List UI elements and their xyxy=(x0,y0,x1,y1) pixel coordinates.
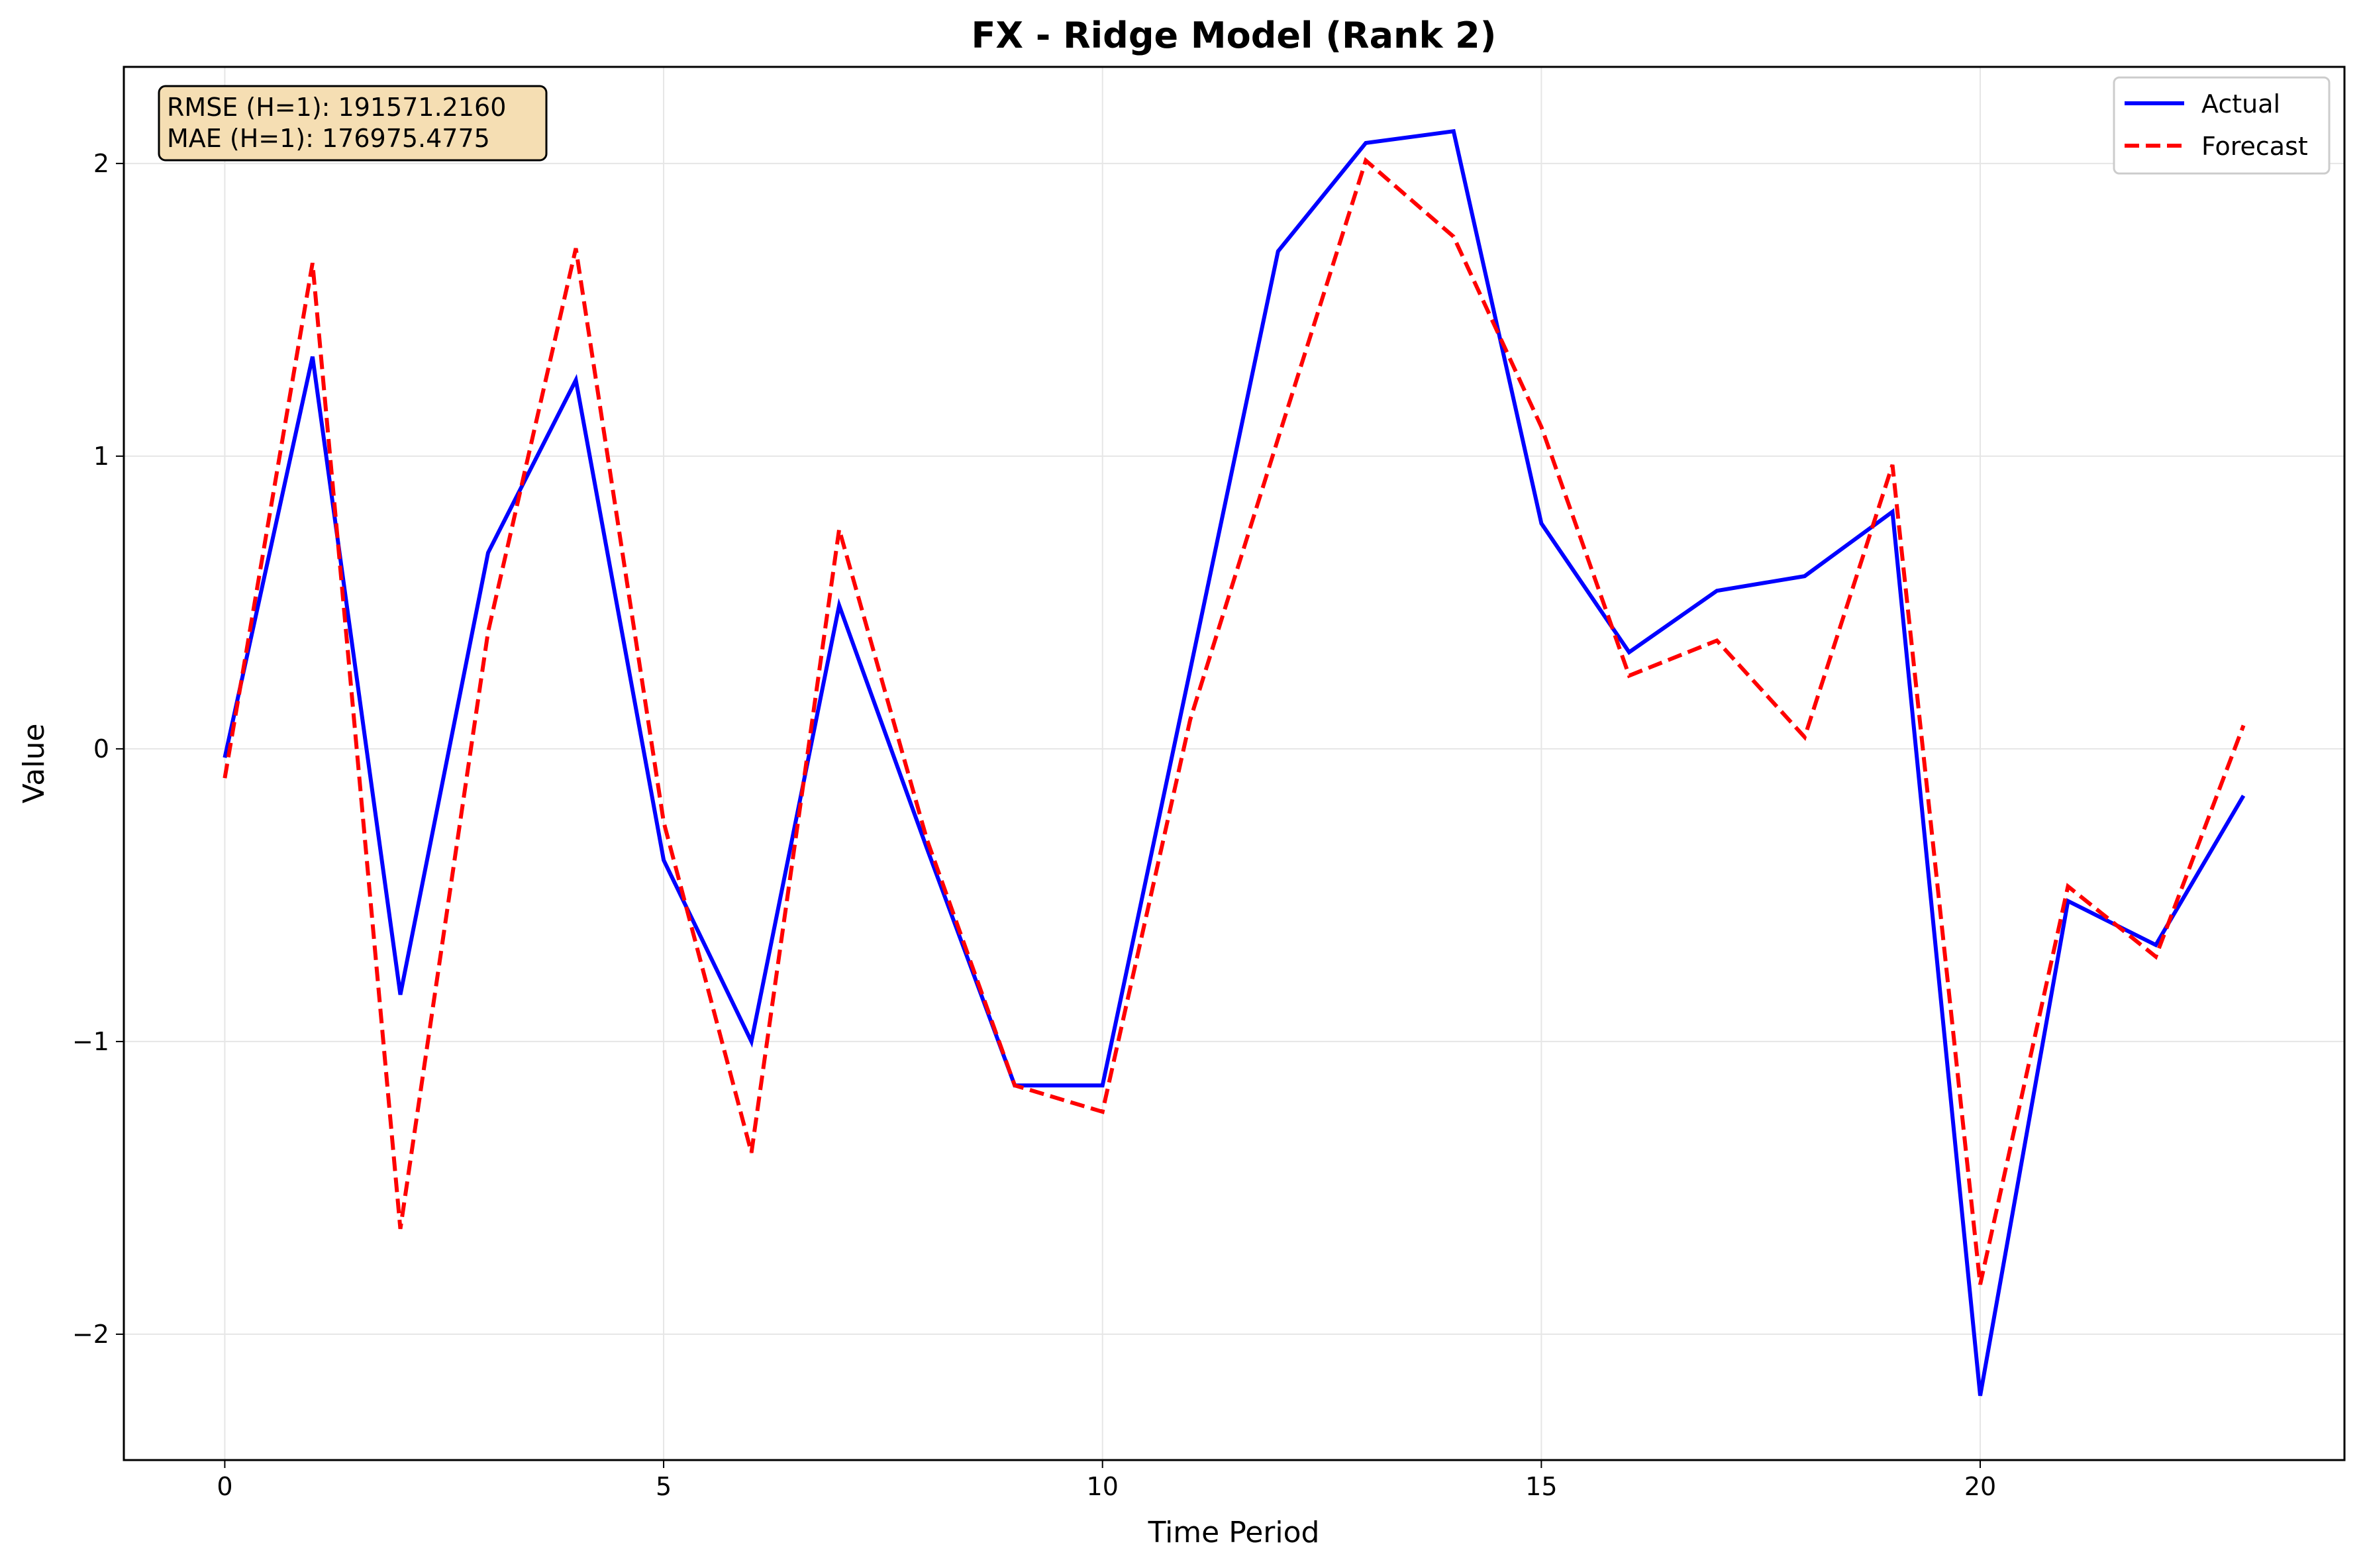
y-tick-label: 2 xyxy=(93,149,109,178)
y-tick-label: −1 xyxy=(72,1027,109,1056)
x-tick-label: 10 xyxy=(1087,1472,1119,1501)
metric-rmse: RMSE (H=1): 191571.2160 xyxy=(167,93,506,122)
ticks: 0 5 10 15 20 −2 −1 0 1 2 xyxy=(72,149,1996,1501)
y-tick-label: 1 xyxy=(93,442,109,471)
metrics-annotation: RMSE (H=1): 191571.2160 MAE (H=1): 17697… xyxy=(158,85,548,162)
x-tick-label: 20 xyxy=(1964,1472,1996,1501)
series-forecast-line xyxy=(223,157,2246,1285)
series-actual-line xyxy=(223,128,2246,1396)
metric-mae: MAE (H=1): 176975.4775 xyxy=(167,124,490,153)
legend: Actual Forecast xyxy=(2113,76,2331,175)
series-layer xyxy=(223,128,2246,1396)
plot-frame xyxy=(123,66,2346,1461)
x-tick-label: 5 xyxy=(656,1472,672,1501)
x-tick-label: 0 xyxy=(217,1472,232,1501)
y-axis-label: Value xyxy=(17,724,51,804)
x-tick-label: 15 xyxy=(1525,1472,1557,1501)
x-axis-label: Time Period xyxy=(1148,1516,1320,1549)
legend-actual-label: Actual xyxy=(2201,89,2280,119)
metrics-box xyxy=(158,85,548,162)
y-tick-label: −2 xyxy=(72,1320,109,1349)
chart-title: FX - Ridge Model (Rank 2) xyxy=(972,15,1497,56)
y-tick-label: 0 xyxy=(93,734,109,763)
legend-forecast-label: Forecast xyxy=(2201,132,2308,161)
